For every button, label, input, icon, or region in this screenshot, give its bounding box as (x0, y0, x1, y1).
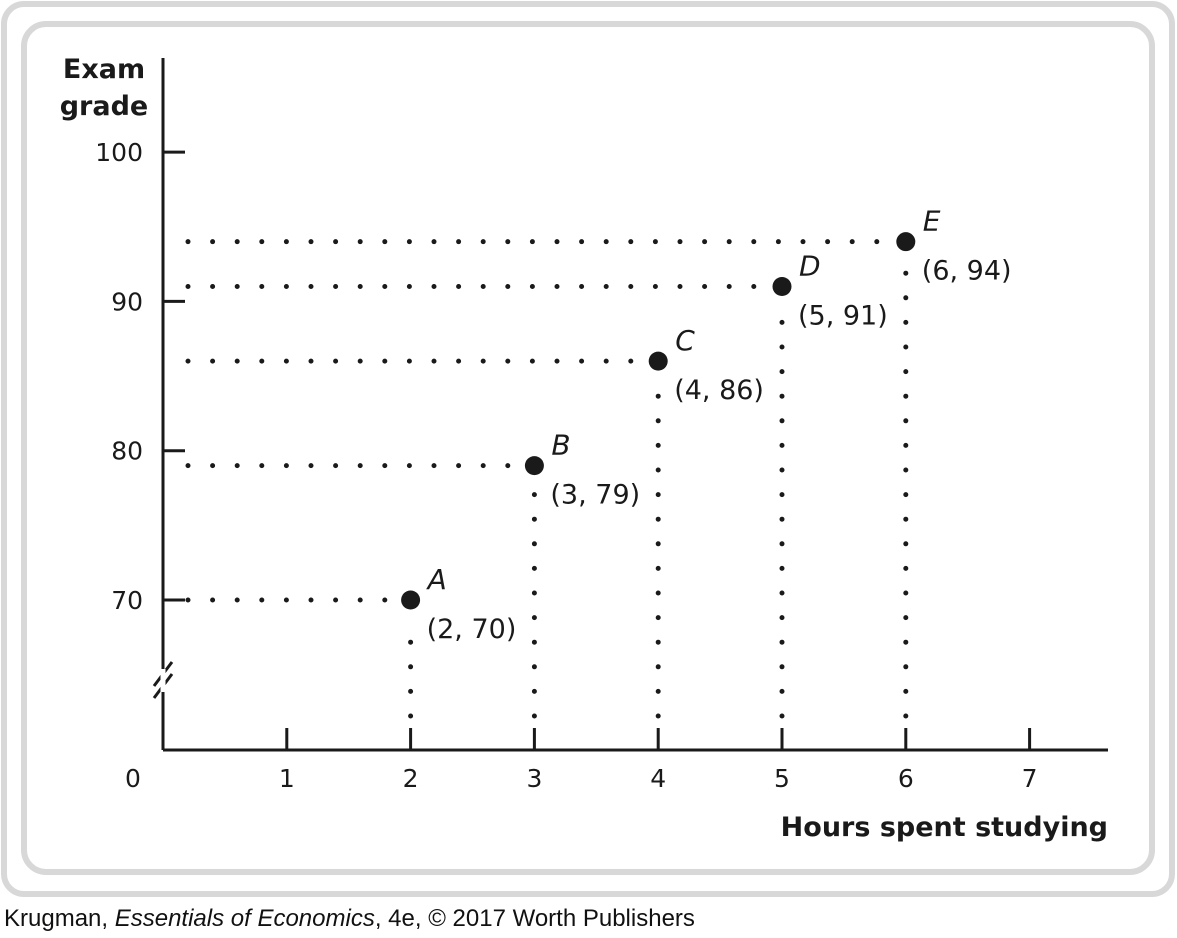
point-B (524, 456, 544, 476)
chart-figure: 1 2 3 4 5 6 7 70 80 90 100 A (2, 70) B (3, 79) C (4, 86… (1, 1, 1175, 897)
x-tick-label-3: 3 (526, 764, 542, 793)
point-C (648, 351, 668, 371)
point-name-C: C (675, 324, 695, 357)
x-tick-label-5: 5 (774, 764, 790, 793)
point-coords-A: (2, 70) (427, 614, 517, 645)
y-tick-label-90: 90 (111, 287, 143, 316)
point-coords-B: (3, 79) (550, 480, 640, 511)
point-name-D: D (799, 249, 821, 282)
x-axis-title: Hours spent studying (781, 812, 1108, 843)
y-tick-label-70: 70 (111, 586, 143, 615)
point-coords-E: (6, 94) (922, 256, 1012, 287)
point-name-A: A (426, 563, 447, 596)
point-coords-D: (5, 91) (798, 300, 888, 331)
credit-author: Krugman, (4, 905, 115, 932)
credit-book-title: Essentials of Economics (114, 905, 375, 932)
axes (152, 58, 1108, 752)
data-points: A (2, 70) B (3, 79) C (4, 86) D (5, 91) E (6, 94) (401, 205, 1012, 645)
point-name-E: E (923, 205, 941, 238)
y-axis-title-line2: grade (60, 91, 149, 122)
credit-edition-publisher: , 4e, © 2017 Worth Publishers (374, 905, 695, 932)
point-name-B: B (551, 429, 570, 462)
point-D (772, 276, 792, 296)
inner-frame (21, 21, 1155, 875)
origin-label: 0 (125, 764, 141, 793)
y-tick-label-80: 80 (111, 437, 143, 466)
x-tick-label-4: 4 (650, 764, 666, 793)
point-A (401, 590, 421, 610)
x-tick-label-1: 1 (279, 764, 295, 793)
dotted-guides (185, 239, 909, 719)
y-tick-label-100: 100 (95, 138, 143, 167)
y-axis-break (152, 661, 174, 699)
x-tick-label-6: 6 (898, 764, 914, 793)
ticks: 1 2 3 4 5 6 7 70 80 90 100 (95, 138, 1037, 793)
x-tick-label-7: 7 (1022, 764, 1038, 793)
x-tick-label-2: 2 (403, 764, 419, 793)
y-axis-title-line1: Exam (63, 54, 145, 85)
point-coords-C: (4, 86) (674, 375, 764, 406)
figure-credit: Krugman, Essentials of Economics, 4e, © … (4, 905, 695, 933)
point-E (896, 232, 916, 252)
